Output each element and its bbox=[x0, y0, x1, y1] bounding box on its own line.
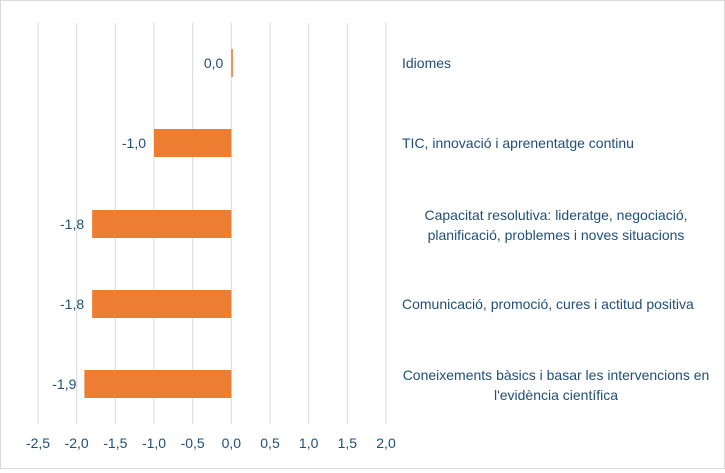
x-axis-tick-labels: -2,5 -2,0 -1,5 -1,0 -0,5 0,0 0,5 1,0 1,5 2,0 bbox=[26, 435, 396, 451]
x-tick-label: -1,0 bbox=[142, 435, 166, 451]
category-label-line: l'evidència científica bbox=[494, 387, 618, 403]
category-label: Coneixements bàsics i basar les interven… bbox=[403, 367, 710, 403]
x-tick-label: 2,0 bbox=[376, 435, 396, 451]
x-tick-label: 1,0 bbox=[299, 435, 319, 451]
x-tick-label: 1,5 bbox=[338, 435, 358, 451]
bar bbox=[231, 49, 233, 77]
category-label: TIC, innovació i aprenentatge continu bbox=[402, 135, 634, 151]
x-tick-label: -2,0 bbox=[65, 435, 89, 451]
category-label: Idiomes bbox=[402, 55, 451, 71]
data-label: -1,8 bbox=[60, 296, 84, 312]
category-label: Capacitat resolutiva: lideratge, negocia… bbox=[424, 207, 687, 243]
bar bbox=[154, 129, 232, 157]
data-label: -1,0 bbox=[122, 135, 146, 151]
data-label: -1,9 bbox=[52, 376, 76, 392]
category-label-line: Coneixements bàsics i basar les interven… bbox=[403, 367, 710, 383]
value-labels: 0,0 -1,0 -1,8 -1,8 -1,9 bbox=[52, 55, 223, 392]
category-label: Comunicació, promoció, cures i actitud p… bbox=[402, 296, 694, 312]
category-label-line: planificació, problemes i noves situacio… bbox=[428, 227, 685, 243]
bar bbox=[84, 370, 232, 398]
bar bbox=[92, 210, 232, 238]
x-tick-label: 0,5 bbox=[260, 435, 280, 451]
category-labels: Idiomes TIC, innovació i aprenentatge con… bbox=[402, 55, 709, 403]
x-tick-label: -0,5 bbox=[181, 435, 205, 451]
bars bbox=[84, 49, 233, 398]
x-tick-label: -2,5 bbox=[26, 435, 50, 451]
data-label: -1,8 bbox=[60, 216, 84, 232]
category-label-line: Capacitat resolutiva: lideratge, negocia… bbox=[424, 207, 687, 223]
data-label: 0,0 bbox=[204, 55, 224, 71]
x-tick-label: 0,0 bbox=[222, 435, 242, 451]
bar bbox=[92, 290, 232, 318]
x-tick-label: -1,5 bbox=[103, 435, 127, 451]
